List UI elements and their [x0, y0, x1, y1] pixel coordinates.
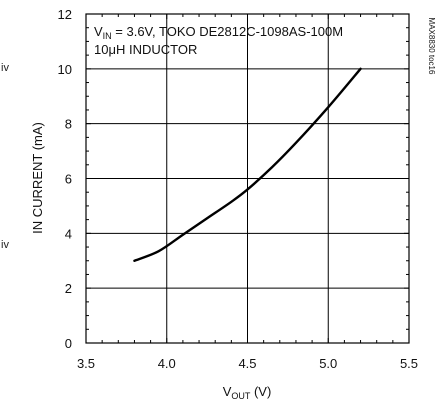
y-tick-label: 2 — [65, 281, 72, 296]
series-line-0 — [133, 67, 362, 262]
axis-ticks: 3.5 4.0 4.5 5.0 5.5 0 2 4 6 8 10 12 — [58, 7, 419, 371]
y-axis-label: IN CURRENT (mA) — [30, 122, 45, 234]
side-text-2: iv — [1, 239, 9, 251]
y-tick-label: 12 — [58, 7, 72, 22]
annotation-line-2: 10μH INDUCTOR — [94, 42, 197, 57]
x-tick-label: 3.5 — [77, 356, 95, 371]
x-tick-label: 4.0 — [158, 356, 176, 371]
y-tick-label: 0 — [65, 336, 72, 351]
x-tick-label: 5.0 — [319, 356, 337, 371]
annotation-line-1: VIN = 3.6V, TOKO DE2812C-1098AS-100M — [94, 24, 343, 41]
grid-lines — [86, 14, 409, 343]
y-tick-label: 4 — [65, 226, 72, 241]
x-tick-label: 5.5 — [400, 356, 418, 371]
y-tick-label: 6 — [65, 172, 72, 187]
x-tick-label: 4.5 — [238, 356, 256, 371]
series-layer — [133, 67, 362, 262]
chart-id-label: MAX8830 toc16 — [427, 18, 436, 75]
x-axis-label: VOUT (V) — [223, 384, 272, 401]
y-tick-label: 10 — [58, 62, 72, 77]
y-tick-label: 8 — [65, 117, 72, 132]
side-text-1: iv — [1, 62, 9, 74]
